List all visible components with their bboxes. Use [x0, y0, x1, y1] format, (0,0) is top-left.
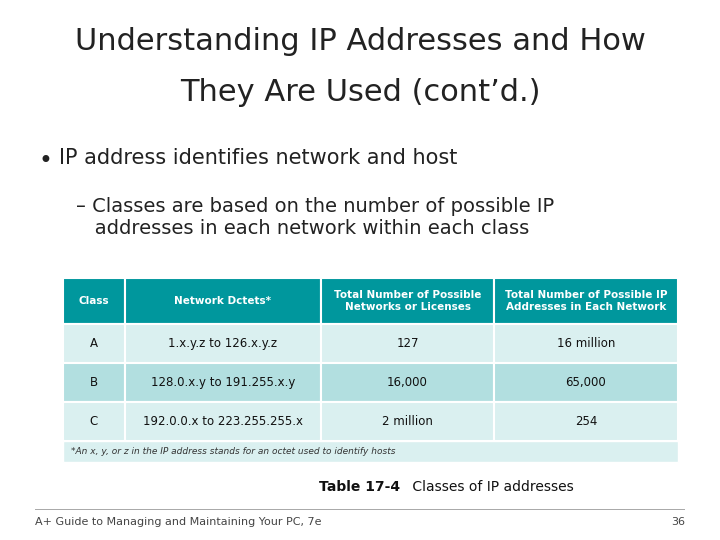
Bar: [494, 324, 678, 363]
Bar: [494, 278, 678, 324]
Text: 1.x.y.z to 126.x.y.z: 1.x.y.z to 126.x.y.z: [168, 337, 277, 350]
Bar: [63, 402, 125, 441]
Text: 2 million: 2 million: [382, 415, 433, 428]
Text: 127: 127: [396, 337, 419, 350]
Text: *An x, y, or z in the IP address stands for an octet used to identify hosts: *An x, y, or z in the IP address stands …: [71, 447, 396, 456]
Bar: [63, 363, 125, 402]
Bar: [63, 324, 125, 363]
Bar: [494, 402, 678, 441]
Text: A+ Guide to Managing and Maintaining Your PC, 7e: A+ Guide to Managing and Maintaining You…: [35, 517, 321, 528]
Bar: [125, 324, 321, 363]
Text: 36: 36: [671, 517, 685, 528]
Text: B: B: [90, 376, 98, 389]
Bar: [321, 363, 494, 402]
Bar: [125, 402, 321, 441]
Text: 192.0.0.x to 223.255.255.x: 192.0.0.x to 223.255.255.x: [143, 415, 303, 428]
Bar: [494, 363, 678, 402]
Text: Table 17-4: Table 17-4: [320, 480, 400, 494]
Bar: [35, 509, 685, 510]
Text: 254: 254: [575, 415, 597, 428]
Text: Class: Class: [78, 296, 109, 306]
Text: Total Number of Possible
Networks or Licenses: Total Number of Possible Networks or Lic…: [334, 291, 481, 312]
Text: – Classes are based on the number of possible IP
   addresses in each network wi: – Classes are based on the number of pos…: [76, 197, 554, 238]
Text: Classes of IP addresses: Classes of IP addresses: [408, 480, 574, 494]
Bar: [321, 278, 494, 324]
Text: 65,000: 65,000: [565, 376, 606, 389]
Bar: [63, 278, 125, 324]
Bar: [125, 363, 321, 402]
Text: •: •: [38, 148, 52, 172]
Text: 16,000: 16,000: [387, 376, 428, 389]
Text: 16 million: 16 million: [557, 337, 615, 350]
Text: Understanding IP Addresses and How: Understanding IP Addresses and How: [75, 27, 645, 56]
Text: 128.0.x.y to 191.255.x.y: 128.0.x.y to 191.255.x.y: [150, 376, 295, 389]
Text: They Are Used (cont’d.): They Are Used (cont’d.): [180, 78, 540, 107]
Text: A: A: [90, 337, 98, 350]
Bar: [125, 278, 321, 324]
Bar: [63, 441, 678, 462]
Text: C: C: [90, 415, 98, 428]
Bar: [321, 402, 494, 441]
Text: Total Number of Possible IP
Addresses in Each Network: Total Number of Possible IP Addresses in…: [505, 291, 667, 312]
Text: IP address identifies network and host: IP address identifies network and host: [60, 148, 458, 168]
Bar: [321, 324, 494, 363]
Text: Network Dctets*: Network Dctets*: [174, 296, 271, 306]
